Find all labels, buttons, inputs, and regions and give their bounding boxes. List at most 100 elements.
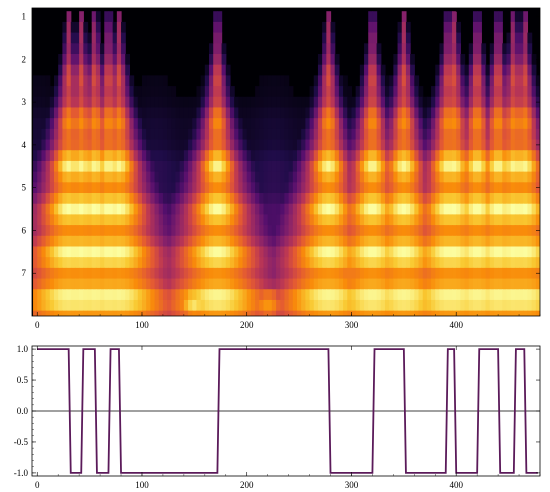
heatmap-cell [380, 246, 386, 258]
heatmap-cell [225, 96, 231, 109]
heatmap-cell [372, 257, 378, 269]
heatmap-cell [510, 150, 516, 162]
heatmap-cell [322, 150, 327, 162]
heatmap-cell [188, 225, 193, 237]
heatmap-cell [506, 75, 512, 87]
heatmap-cell [62, 150, 68, 162]
heatmap-cell [83, 128, 89, 141]
heatmap-cell [95, 64, 101, 76]
heatmap-cell [510, 86, 516, 98]
heatmap-cell [435, 118, 441, 130]
signal-y-tick-label: 0.0 [17, 406, 29, 416]
heatmap-cell [338, 182, 344, 194]
heatmap-cell [498, 278, 503, 290]
heatmap-cell [137, 235, 143, 248]
heatmap-cell [481, 278, 487, 290]
heatmap-cell [133, 225, 139, 237]
heatmap-cell [225, 86, 231, 98]
heatmap-cell [372, 86, 378, 98]
heatmap-cell [426, 96, 432, 109]
heatmap-cell [322, 289, 327, 301]
heatmap-cell [540, 311, 545, 322]
heatmap-cell [204, 278, 210, 290]
heatmap-cell [376, 225, 382, 237]
heatmap-cell [410, 86, 415, 98]
heatmap-cell [121, 96, 126, 109]
heatmap-cell [37, 160, 43, 173]
heatmap-cell [514, 118, 520, 130]
heatmap-cell [472, 150, 478, 162]
heatmap-cell [146, 182, 151, 194]
heatmap-cell [426, 235, 432, 248]
heatmap-cell [162, 267, 168, 280]
heatmap-cell [95, 32, 101, 44]
heatmap-cell [167, 128, 172, 141]
heatmap-cell [510, 43, 516, 55]
heatmap-cell [45, 203, 51, 215]
heatmap-cell [95, 107, 101, 119]
heatmap-cell [510, 278, 516, 290]
heatmap-cell [41, 128, 47, 141]
heatmap-cell [104, 235, 110, 248]
heatmap-cell [401, 289, 407, 301]
heatmap-cell [33, 235, 38, 248]
heatmap-cell [288, 128, 294, 141]
heatmap-cell [91, 43, 97, 55]
heatmap-cell [246, 107, 252, 119]
heatmap-cell [146, 128, 151, 141]
heatmap-cell [334, 160, 340, 173]
heatmap-cell [288, 267, 294, 280]
heatmap-cell [112, 107, 118, 119]
heatmap-cell [506, 86, 512, 98]
heatmap-cell [313, 257, 319, 269]
heatmap-x-tick-label: 300 [345, 320, 359, 330]
heatmap-cell [322, 96, 327, 109]
heatmap-cell [380, 118, 386, 130]
heatmap-cell [108, 86, 114, 98]
heatmap-cell [95, 160, 101, 173]
heatmap-cell [313, 96, 319, 109]
heatmap-cell [384, 203, 390, 215]
heatmap-cell [183, 118, 189, 130]
heatmap-cell [506, 225, 512, 237]
heatmap-cell [259, 246, 265, 258]
heatmap-cell [188, 160, 193, 173]
heatmap-cell [204, 193, 210, 205]
heatmap-cell [372, 118, 378, 130]
heatmap-cell [83, 289, 89, 301]
heatmap-cell [41, 299, 47, 312]
heatmap-cell [435, 203, 441, 215]
heatmap-cell [338, 75, 344, 87]
heatmap-cell [405, 96, 411, 109]
heatmap-cell [439, 246, 445, 258]
heatmap-cell [380, 193, 386, 205]
heatmap-cell [91, 139, 97, 151]
heatmap-cell [510, 310, 516, 316]
heatmap-cell [410, 160, 415, 173]
heatmap-y-tick-label: 7 [22, 268, 27, 278]
heatmap-cell [468, 235, 474, 248]
heatmap-cell [271, 310, 277, 316]
heatmap-cell [33, 214, 38, 226]
heatmap-cell [158, 299, 164, 312]
heatmap-cell [129, 257, 135, 269]
heatmap-cell [62, 32, 68, 44]
heatmap-cell [171, 299, 177, 312]
heatmap-cell [372, 64, 378, 76]
heatmap-cell [54, 257, 59, 269]
heatmap-cell [116, 32, 122, 44]
heatmap-cell [259, 203, 265, 215]
heatmap-cell [502, 150, 508, 162]
heatmap-cell [238, 139, 244, 151]
heatmap-cell [225, 278, 231, 290]
heatmap-cell [326, 193, 332, 205]
heatmap-cell [246, 193, 252, 205]
heatmap-cell [121, 289, 126, 301]
heatmap-cell [292, 267, 298, 280]
heatmap-cell [489, 160, 495, 173]
heatmap-cell [292, 193, 298, 205]
heatmap-cell [506, 171, 512, 183]
heatmap-cell [334, 278, 340, 290]
heatmap-cell [66, 182, 72, 194]
heatmap-cell [527, 289, 533, 301]
